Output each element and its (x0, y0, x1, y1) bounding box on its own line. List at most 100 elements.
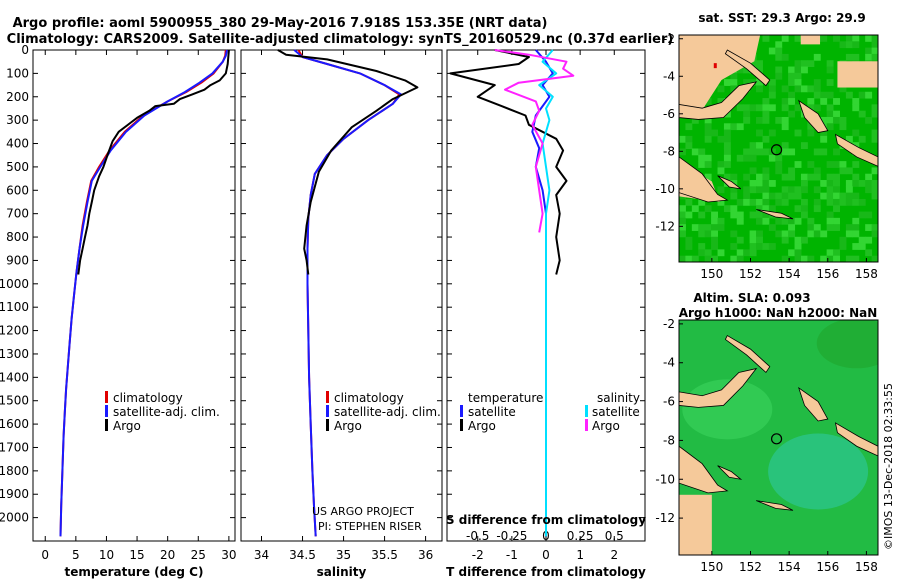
sst-cell (768, 85, 776, 93)
difference-legend: temperature satellite Argo salinity sate… (460, 391, 640, 433)
sst-cell (685, 243, 693, 250)
sst-cell (685, 123, 693, 131)
sst-cell (768, 129, 776, 137)
no-data-region (679, 494, 712, 555)
y-tick-label: 800 (6, 230, 29, 244)
sst-cell (833, 98, 840, 105)
sst-cell (698, 224, 706, 231)
legend-label-s-argo: Argo (592, 419, 620, 433)
series-line-s-argo (494, 49, 575, 233)
sst-cell (800, 180, 808, 187)
s-diff-tick-label: -0.25 (496, 529, 527, 543)
sst-cell (852, 104, 860, 112)
sst-cell (775, 53, 783, 61)
sst-cell (788, 79, 796, 86)
lat-tick-label: -10 (655, 472, 675, 486)
sst-cell (845, 91, 853, 99)
sst-cell (762, 98, 770, 105)
sst-cell (749, 186, 757, 194)
sst-cell (775, 198, 783, 206)
sst-cell (743, 79, 751, 86)
louisiade-islands (756, 500, 794, 511)
sst-cell (852, 98, 860, 105)
sst-cell (794, 243, 802, 250)
sst-cell (871, 129, 878, 137)
sst-cell (762, 148, 770, 156)
sst-cell (826, 186, 834, 194)
sst-cell (865, 224, 873, 231)
sst-cell (807, 98, 815, 105)
sst-cell (704, 230, 712, 238)
sst-cell (800, 211, 808, 219)
temperature-legend: climatology satellite-adj. clim. Argo (105, 391, 220, 433)
sst-cell (800, 85, 808, 93)
sst-cell (865, 47, 873, 55)
sst-cell (820, 116, 828, 124)
sla-anomaly (682, 379, 773, 440)
sst-cell (698, 249, 706, 257)
sst-cell (871, 47, 878, 55)
sst-cell (833, 205, 840, 213)
sst-cell (839, 41, 847, 49)
header-title-line2: Climatology: CARS2009. Satellite-adjuste… (7, 32, 674, 47)
sst-cell (723, 205, 731, 213)
warm-pixel (713, 63, 717, 69)
sst-cell (813, 79, 821, 86)
sst-cell (679, 205, 686, 213)
legend-swatch-t-argo (460, 419, 463, 431)
sst-cell (775, 192, 783, 200)
legend-label-t-argo: Argo (468, 419, 496, 433)
sst-cell (794, 79, 802, 86)
sst-cell (781, 173, 789, 181)
lat-tick-label: -2 (663, 32, 675, 46)
sst-cell (768, 47, 776, 55)
sst-cell (743, 116, 751, 124)
s-diff-tick-label: 0.5 (605, 529, 624, 543)
plot-frame (240, 49, 443, 542)
sst-cell (756, 142, 763, 149)
y-tick-label: 1100 (0, 300, 29, 314)
sst-cell (788, 98, 796, 105)
sst-cell (794, 72, 802, 80)
sst-cell (852, 35, 860, 42)
sst-cell (865, 180, 873, 187)
sst-cell (685, 135, 693, 143)
sst-cell (833, 255, 840, 262)
lon-tick-label: 156 (816, 267, 839, 281)
sst-cell (717, 98, 725, 105)
sst-cell (775, 66, 783, 74)
sst-cell (723, 154, 731, 162)
sst-cell (871, 53, 878, 61)
sst-cell (807, 123, 815, 131)
plot-frame (32, 49, 236, 542)
sla-map-title-line1: Altim. SLA: 0.093 (693, 291, 810, 305)
sst-cell (698, 161, 706, 168)
sst-cell (762, 110, 770, 118)
sst-cell (743, 186, 751, 194)
sst-cell (723, 142, 731, 149)
sst-cell (788, 148, 796, 156)
sst-cell (749, 142, 757, 149)
y-tick-label: 100 (6, 66, 29, 80)
sst-cell (826, 173, 834, 181)
sst-cell (762, 173, 770, 181)
sst-cell (704, 205, 712, 213)
sst-cell (698, 211, 706, 219)
sst-cell (788, 224, 796, 231)
series-line-t-satellite (531, 49, 554, 537)
x-tick-label: 35 (336, 548, 351, 562)
sst-cell (679, 230, 686, 238)
sst-cell (749, 180, 757, 187)
sst-cell (781, 123, 789, 131)
salinity-legend: climatology satellite-adj. clim. Argo (326, 391, 441, 433)
project-credit: US ARGO PROJECT (312, 505, 414, 518)
lat-tick-label: -12 (655, 219, 675, 233)
sst-cell (781, 53, 789, 61)
sst-cell (865, 91, 873, 99)
sst-cell (756, 243, 763, 250)
sst-cell (685, 198, 693, 206)
sst-cell (800, 236, 808, 244)
sst-cell (820, 98, 828, 105)
sst-cell (839, 192, 847, 200)
sst-cell (736, 154, 744, 162)
